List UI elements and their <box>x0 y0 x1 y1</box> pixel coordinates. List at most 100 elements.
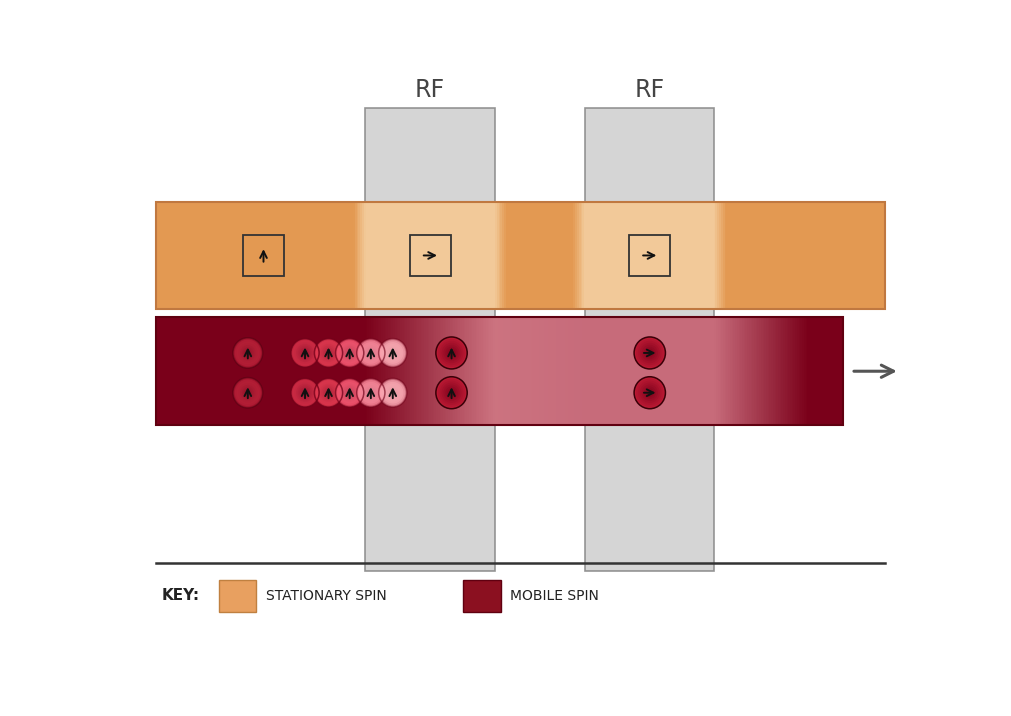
Ellipse shape <box>296 384 314 402</box>
Bar <box>591 202 593 309</box>
Bar <box>340 202 342 309</box>
Bar <box>503 317 504 425</box>
Bar <box>728 317 730 425</box>
Bar <box>582 317 584 425</box>
Bar <box>835 317 836 425</box>
Bar <box>639 202 641 309</box>
Bar <box>407 202 409 309</box>
Ellipse shape <box>303 391 307 395</box>
Bar <box>688 202 690 309</box>
Bar <box>828 317 830 425</box>
Bar <box>499 317 501 425</box>
Bar <box>560 202 562 309</box>
Bar <box>228 317 231 425</box>
Bar <box>398 317 400 425</box>
Bar <box>843 202 845 309</box>
Bar <box>321 317 323 425</box>
Bar <box>244 202 246 309</box>
Bar <box>626 202 628 309</box>
Bar <box>280 202 282 309</box>
Bar <box>603 317 605 425</box>
Bar <box>242 202 244 309</box>
Bar <box>489 202 491 309</box>
Bar <box>558 317 560 425</box>
Bar <box>643 202 644 309</box>
Bar <box>201 317 202 425</box>
Bar <box>262 202 264 309</box>
Bar <box>798 202 800 309</box>
Bar <box>770 202 771 309</box>
Bar <box>158 317 160 425</box>
Bar <box>346 202 348 309</box>
Bar <box>435 317 436 425</box>
Ellipse shape <box>647 390 652 395</box>
Bar <box>733 317 735 425</box>
Bar <box>418 317 419 425</box>
Bar <box>834 202 836 309</box>
Bar <box>644 202 646 309</box>
Bar <box>395 317 396 425</box>
Bar <box>268 317 270 425</box>
Bar <box>182 317 184 425</box>
Bar <box>455 202 457 309</box>
Bar <box>229 202 231 309</box>
Bar <box>742 317 744 425</box>
Bar <box>699 202 701 309</box>
Bar <box>587 202 589 309</box>
Bar <box>298 202 300 309</box>
Bar <box>339 202 340 309</box>
Bar <box>716 317 718 425</box>
Bar <box>648 202 650 309</box>
Bar <box>584 202 586 309</box>
Bar <box>594 317 595 425</box>
Bar <box>641 317 642 425</box>
Bar <box>710 202 712 309</box>
Bar <box>816 317 818 425</box>
Bar <box>254 317 256 425</box>
Bar <box>537 202 539 309</box>
Bar <box>448 202 450 309</box>
Bar <box>657 202 659 309</box>
Ellipse shape <box>344 347 355 359</box>
Bar <box>340 317 342 425</box>
Bar <box>436 317 438 425</box>
Bar <box>496 317 498 425</box>
Bar <box>176 202 178 309</box>
Bar <box>772 317 774 425</box>
Bar <box>477 202 478 309</box>
Bar <box>575 317 577 425</box>
Bar <box>577 317 578 425</box>
Bar <box>264 202 266 309</box>
Bar <box>493 202 495 309</box>
Bar <box>635 202 637 309</box>
Bar <box>691 317 693 425</box>
Bar <box>450 317 452 425</box>
Bar <box>529 317 531 425</box>
Bar <box>156 202 885 309</box>
Bar <box>708 317 710 425</box>
Bar <box>426 202 428 309</box>
Bar <box>239 202 240 309</box>
Bar <box>331 202 333 309</box>
Ellipse shape <box>636 379 663 407</box>
Bar <box>595 317 598 425</box>
Bar <box>559 202 560 309</box>
Bar <box>516 317 517 425</box>
Bar <box>162 317 163 425</box>
Bar <box>553 202 555 309</box>
Bar <box>664 202 666 309</box>
Bar <box>804 317 806 425</box>
Bar <box>780 202 783 309</box>
Ellipse shape <box>244 389 252 397</box>
Bar <box>225 202 227 309</box>
Bar <box>508 202 510 309</box>
Bar <box>612 202 614 309</box>
Bar <box>333 202 335 309</box>
Ellipse shape <box>645 388 654 397</box>
Bar <box>653 202 655 309</box>
Bar <box>546 202 548 309</box>
Bar <box>878 202 880 309</box>
Bar <box>446 202 448 309</box>
Bar <box>162 202 164 309</box>
Bar <box>747 317 749 425</box>
